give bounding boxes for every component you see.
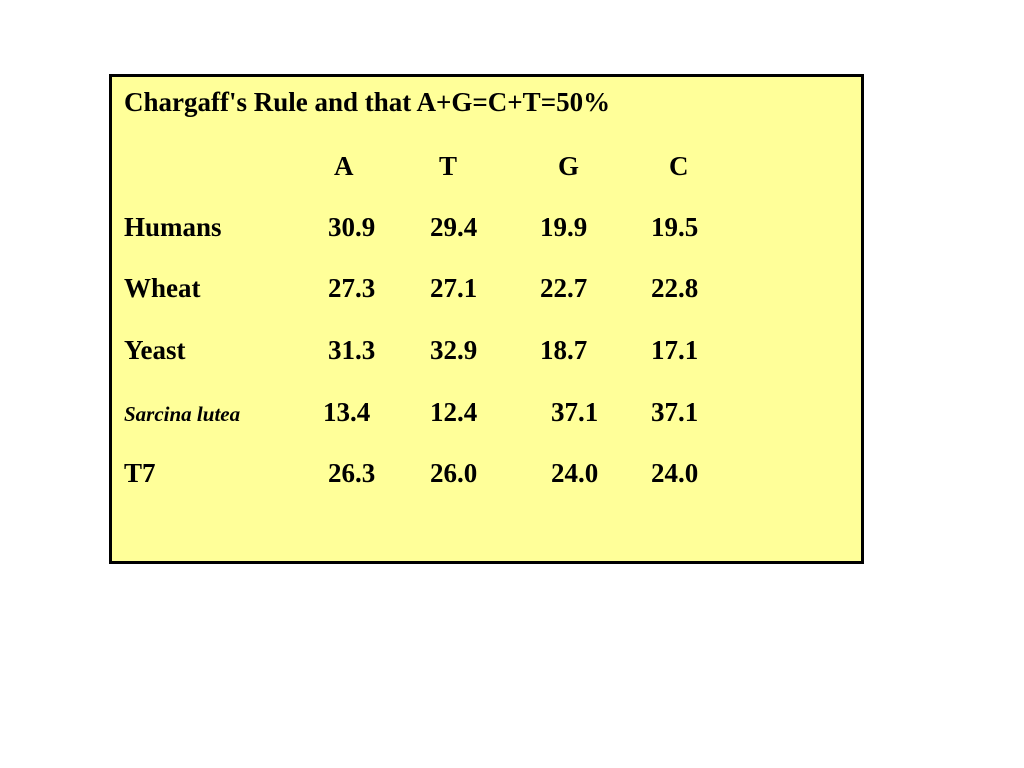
row-label-yeast: Yeast xyxy=(124,335,186,365)
table-cell: 17.1 xyxy=(651,335,699,365)
row-label-wheat: Wheat xyxy=(124,273,201,303)
column-header-c: C xyxy=(669,151,689,181)
table-cell: 12.4 xyxy=(430,397,478,427)
table-cell: 27.3 xyxy=(328,273,376,303)
chargaff-table-box: Chargaff's Rule and that A+G=C+T=50% A T… xyxy=(109,74,864,564)
row-label-t7: T7 xyxy=(124,458,156,488)
table-cell: 26.0 xyxy=(430,458,478,488)
table-cell: 30.9 xyxy=(328,212,376,242)
column-header-g: G xyxy=(558,151,580,181)
table-cell: 18.7 xyxy=(540,335,588,365)
table-cell: 24.0 xyxy=(551,458,599,488)
table-cell: 22.7 xyxy=(540,273,588,303)
table-cell: 26.3 xyxy=(328,458,376,488)
table-cell: 37.1 xyxy=(651,397,699,427)
table-cell: 29.4 xyxy=(430,212,478,242)
slide-title: Chargaff's Rule and that A+G=C+T=50% xyxy=(124,87,611,117)
table-cell: 31.3 xyxy=(328,335,376,365)
table-cell: 19.9 xyxy=(540,212,588,242)
table-cell: 24.0 xyxy=(651,458,699,488)
table-cell: 19.5 xyxy=(651,212,699,242)
table-cell: 13.4 xyxy=(323,397,371,427)
row-label-humans: Humans xyxy=(124,212,222,242)
table-cell: 32.9 xyxy=(430,335,478,365)
table-cell: 22.8 xyxy=(651,273,699,303)
table-cell: 27.1 xyxy=(430,273,478,303)
column-header-t: T xyxy=(439,151,458,181)
table-cell: 37.1 xyxy=(551,397,599,427)
row-label-sarcina-lutea: Sarcina lutea xyxy=(124,402,241,426)
column-header-a: A xyxy=(334,151,354,181)
